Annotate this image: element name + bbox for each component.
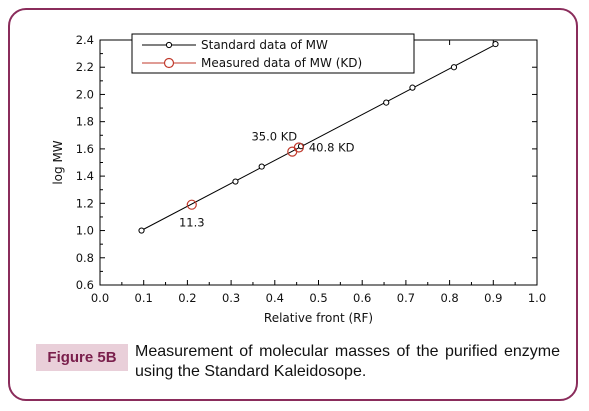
legend-measured-label: Measured data of MW (KD) (201, 56, 362, 70)
legend-box (131, 33, 415, 74)
figure-caption: Measurement of molecular masses of the p… (135, 343, 560, 380)
x-tick-label: 0.7 (397, 291, 415, 305)
y-tick-label: 2.2 (76, 60, 94, 74)
measured-point (186, 199, 197, 210)
y-tick-label: 1.2 (76, 196, 94, 210)
measured-point-label: 11.3 (179, 216, 205, 230)
y-axis-label: log MW (51, 140, 65, 184)
x-tick-label: 0.1 (135, 291, 153, 305)
x-tick-label: 1.0 (528, 291, 546, 305)
x-tick-label: 0.4 (266, 291, 284, 305)
standard-point (492, 40, 499, 48)
y-tick-label: 2.0 (76, 87, 94, 101)
x-axis-label: Relative front (RF) (264, 311, 373, 325)
standard-point (138, 227, 145, 234)
standard-point (409, 84, 416, 91)
figure-label: Figure 5B (36, 344, 128, 371)
measured-point-label: 40.8 KD (309, 141, 355, 155)
x-tick-label: 0.8 (440, 291, 458, 305)
y-tick-label: 0.6 (76, 278, 94, 292)
legend-standard-label: Standard data of MW (201, 38, 328, 52)
standard-point (232, 178, 239, 185)
x-tick-label: 0.5 (309, 291, 327, 305)
x-tick-label: 0.3 (222, 291, 240, 305)
standard-point (258, 163, 265, 170)
plot-area (99, 39, 538, 286)
standard-point (383, 99, 390, 106)
x-tick-label: 0.6 (353, 291, 371, 305)
measured-point-label: 35.0 KD (251, 130, 297, 144)
y-tick-label: 1.6 (76, 142, 94, 156)
measured-point (293, 142, 304, 153)
legend-standard-marker (165, 41, 173, 49)
y-tick-label: 2.4 (76, 33, 94, 47)
x-tick-label: 0.9 (484, 291, 502, 305)
x-tick-label: 0.2 (178, 291, 196, 305)
x-tick-label: 0.0 (91, 291, 109, 305)
y-tick-label: 1.8 (76, 115, 94, 129)
standard-point (450, 64, 458, 71)
y-tick-label: 1.0 (76, 224, 94, 238)
standard-fit-line (141, 44, 496, 231)
y-tick-label: 1.4 (76, 169, 94, 183)
legend-measured-marker (163, 57, 175, 69)
y-tick-label: 0.8 (76, 251, 94, 265)
